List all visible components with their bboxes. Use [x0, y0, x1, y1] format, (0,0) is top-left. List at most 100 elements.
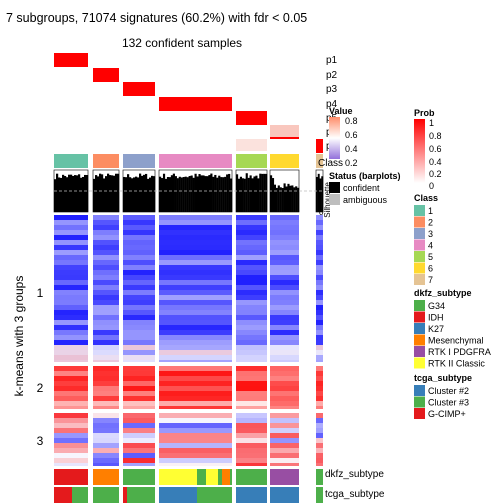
heatmap-band — [93, 366, 119, 371]
heatmap-band — [159, 320, 232, 325]
silhouette-bar — [319, 178, 322, 212]
silhouette-bar — [218, 175, 221, 212]
heatmap-band — [316, 225, 323, 230]
heatmap-band — [54, 391, 88, 396]
heatmap-band — [93, 360, 119, 362]
silhouette-bar — [93, 178, 96, 212]
silhouette-bar — [188, 176, 191, 212]
heatmap-band — [93, 376, 119, 381]
heatmap-band — [54, 310, 88, 315]
heatmap-band — [54, 320, 88, 325]
silhouette-bar — [62, 174, 65, 212]
silhouette-bar — [293, 187, 296, 212]
heatmap-band — [93, 386, 119, 391]
heatmap-band — [236, 255, 267, 260]
silhouette-bar — [263, 173, 266, 212]
heatmap-band — [123, 275, 155, 280]
heatmap-band — [159, 220, 232, 225]
heatmap-band — [316, 401, 323, 406]
heatmap-band — [93, 220, 119, 225]
heatmap-band — [123, 381, 155, 386]
heatmap-band — [270, 260, 299, 265]
heatmap-band — [270, 355, 299, 360]
heatmap-band — [54, 381, 88, 386]
value-tick: 0.4 — [345, 144, 358, 154]
heatmap-band — [236, 448, 267, 453]
class-cell-1 — [54, 154, 88, 168]
heatmap-band — [54, 250, 88, 255]
heatmap-band — [270, 453, 299, 458]
heatmap-band — [123, 240, 155, 245]
heatmap-band — [93, 448, 119, 453]
heatmap-band — [316, 396, 323, 401]
heatmap-band — [316, 240, 323, 245]
heatmap-band — [236, 320, 267, 325]
heatmap-band — [159, 330, 232, 335]
prob-block-3 — [123, 82, 155, 96]
heatmap-band — [159, 230, 232, 235]
silhouette-bar — [243, 178, 246, 212]
heatmap-band — [270, 235, 299, 240]
dkfz-cell — [54, 469, 88, 485]
heatmap-band — [123, 418, 155, 423]
heatmap-band — [316, 418, 323, 423]
heatmap-band — [316, 463, 323, 466]
heatmap-band — [123, 315, 155, 320]
silhouette-bar — [279, 187, 282, 212]
heatmap-band — [93, 413, 119, 418]
legend-title: tcga_subtype — [414, 373, 472, 383]
heatmap-band — [270, 350, 299, 355]
heatmap-band — [270, 225, 299, 230]
heatmap-band — [316, 381, 323, 386]
heatmap-band — [123, 335, 155, 340]
heatmap-band — [159, 215, 232, 220]
heatmap-band — [159, 275, 232, 280]
heatmap-band — [93, 270, 119, 275]
silhouette-bar — [66, 177, 69, 212]
heatmap-band — [93, 245, 119, 250]
bottom-annotation-tracks — [54, 469, 323, 503]
heatmap-band — [316, 315, 323, 320]
heatmap-band — [236, 443, 267, 448]
heatmap-band — [270, 285, 299, 290]
row-title: k-means with 3 groups — [12, 276, 26, 397]
status-label-ambiguous: ambiguous — [343, 195, 388, 205]
prob-patch — [270, 125, 299, 137]
heatmap-band — [123, 245, 155, 250]
heatmap-band — [159, 260, 232, 265]
heatmap-band — [236, 230, 267, 235]
silhouette-bar — [84, 174, 87, 212]
heatmap-band — [93, 401, 119, 406]
legend-swatch — [414, 385, 425, 396]
heatmap-band — [159, 433, 232, 438]
heatmap-band — [93, 396, 119, 401]
heatmap-band — [54, 371, 88, 376]
silhouette-bar — [113, 175, 116, 212]
heatmap-band — [93, 463, 119, 466]
heatmap-band — [123, 396, 155, 401]
heatmap-band — [54, 260, 88, 265]
heatmap-band — [123, 413, 155, 418]
class-cell-2 — [93, 154, 119, 168]
dkfz-cell — [316, 469, 323, 485]
legend-item-label: 5 — [428, 252, 433, 262]
prob-block-5 — [236, 111, 267, 125]
tcga-cell — [123, 487, 127, 503]
heatmap-band — [236, 325, 267, 330]
heatmap-band — [316, 250, 323, 255]
row-group-label-1: 1 — [37, 286, 44, 300]
heatmap-band — [123, 255, 155, 260]
heatmap-band — [236, 225, 267, 230]
heatmap-band — [159, 285, 232, 290]
prob-block-2 — [93, 68, 119, 82]
heatmap-band — [54, 423, 88, 428]
heatmap-band — [159, 245, 232, 250]
heatmap-band — [123, 345, 155, 350]
silhouette-bar — [141, 175, 144, 212]
heatmap-band — [236, 215, 267, 220]
heatmap-band — [93, 418, 119, 423]
silhouette-bar — [200, 175, 203, 212]
heatmap-band — [159, 270, 232, 275]
silhouette-bar — [210, 173, 213, 212]
legend-swatch — [414, 334, 425, 346]
